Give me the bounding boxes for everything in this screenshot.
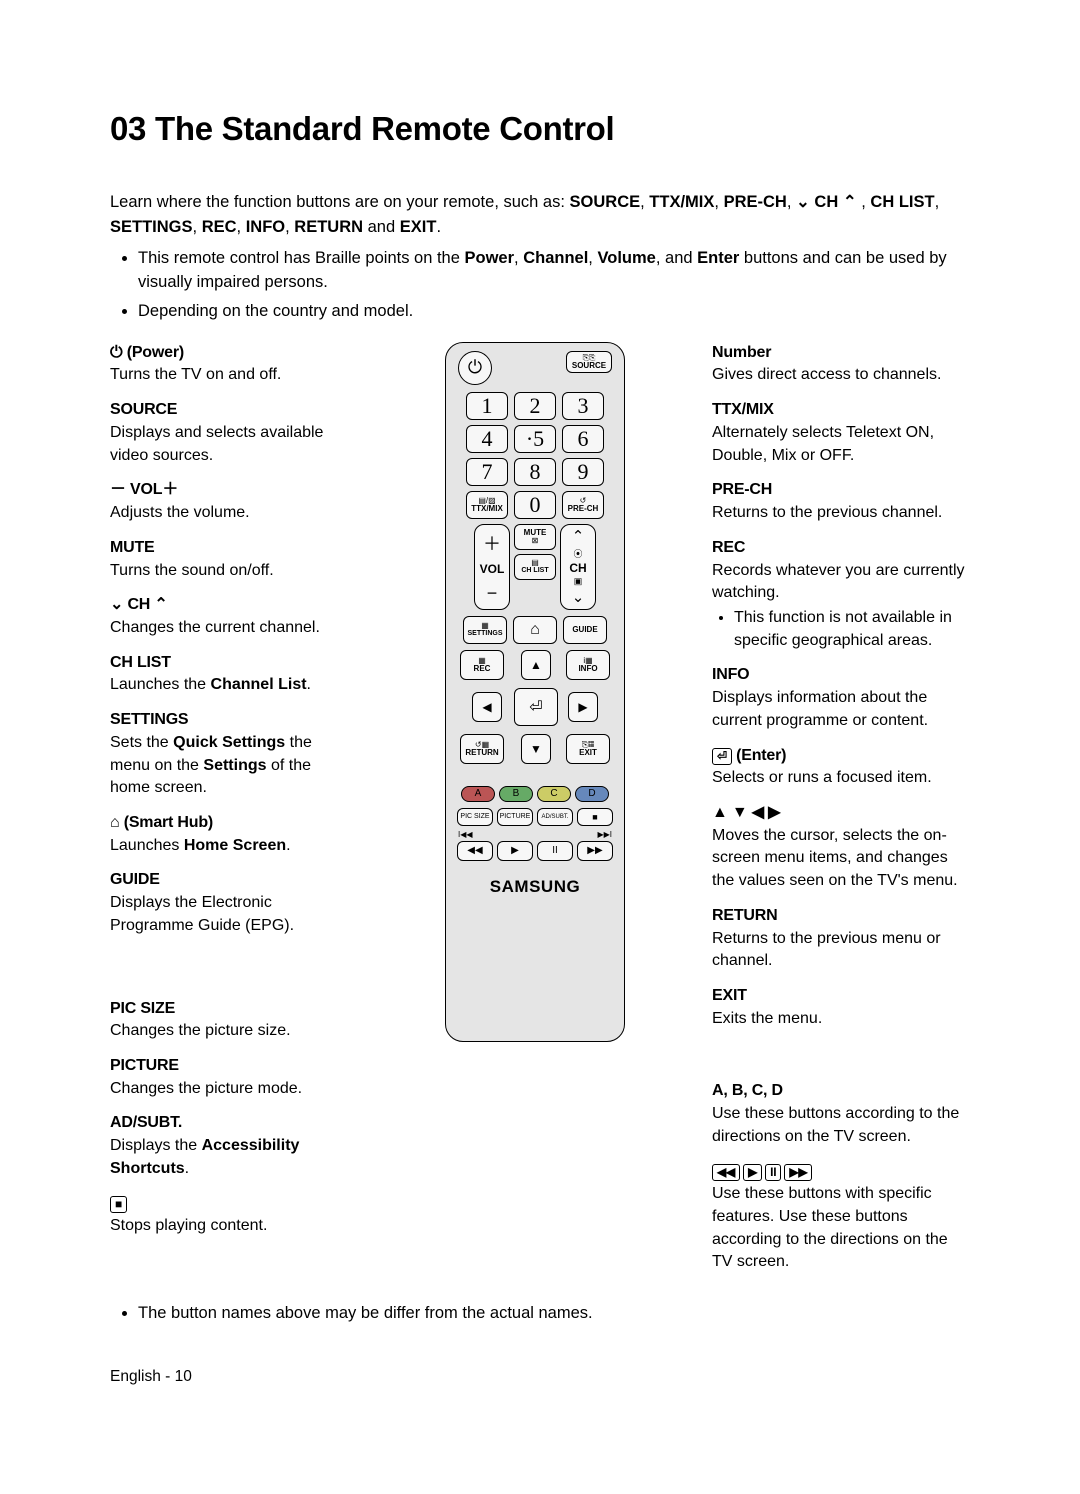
page-footer: English - 10 <box>110 1368 192 1386</box>
desc-entry: EXITExits the menu. <box>712 985 972 1030</box>
bottom-note: The button names above may be differ fro… <box>138 1304 972 1323</box>
settings-button: ▦SETTINGS <box>463 616 507 644</box>
nav-left: ◀ <box>472 692 502 722</box>
desc-entry: INFODisplays information about the curre… <box>712 664 972 732</box>
power-button: ⏻ <box>458 351 492 385</box>
desc-entry: ▲ ▼ ◀ ▶Moves the cursor, selects the on-… <box>712 802 972 893</box>
right-column: NumberGives direct access to channels. TT… <box>712 342 972 1286</box>
desc-entry: AD/SUBT.Displays the Accessibility Short… <box>110 1112 352 1180</box>
source-button: ⎘⎘SOURCE <box>566 351 612 373</box>
desc-entry: ⏎ (Enter)Selects or runs a focused item. <box>712 745 972 790</box>
left-column: ⏻ (Power)Turns the TV on and off. SOURCED… <box>110 342 360 1250</box>
exit-button: ⎘▦EXIT <box>566 734 610 764</box>
desc-entry: CH LISTLaunches the Channel List. <box>110 652 352 697</box>
intro-paragraph: Learn where the function buttons are on … <box>110 190 972 240</box>
desc-entry: PICTUREChanges the picture mode. <box>110 1055 352 1100</box>
desc-entry: GUIDEDisplays the Electronic Programme G… <box>110 869 352 937</box>
volume-rocker: ＋VOL− <box>474 524 510 610</box>
desc-entry: ⌂ (Smart Hub)Launches Home Screen. <box>110 812 352 857</box>
mute-button: MUTE⊠ <box>514 524 556 550</box>
desc-entry: PRE-CHReturns to the previous channel. <box>712 479 972 524</box>
enter-button: ⏎ <box>514 688 558 726</box>
page-title: 03 The Standard Remote Control <box>110 110 972 148</box>
desc-entry: ■Stops playing content. <box>110 1193 352 1238</box>
desc-entry: ⌄ CH ⌃Changes the current channel. <box>110 594 352 639</box>
desc-entry: SOURCEDisplays and selects available vid… <box>110 399 352 467</box>
nav-right: ▶ <box>568 692 598 722</box>
guide-button: GUIDE <box>563 616 607 644</box>
home-button: ⌂ <box>513 616 557 644</box>
desc-entry: NumberGives direct access to channels. <box>712 342 972 387</box>
info-button: i▦INFO <box>566 650 610 680</box>
intro-bullets: This remote control has Braille points o… <box>138 246 972 324</box>
ttxmix-button: ▤/▨TTX/MIX <box>466 491 508 519</box>
channel-rocker: ⌃⦿CH▣⌄ <box>560 524 596 610</box>
desc-entry: A, B, C, DUse these buttons according to… <box>712 1080 972 1148</box>
brand-logo: SAMSUNG <box>454 877 616 897</box>
desc-entry: RETURNReturns to the previous menu or ch… <box>712 905 972 973</box>
chlist-button: ▤CH LIST <box>514 554 556 580</box>
desc-entry: ◀◀▶II▶▶Use these buttons with specific f… <box>712 1161 972 1275</box>
desc-entry: PIC SIZEChanges the picture size. <box>110 998 352 1043</box>
desc-entry: TTX/MIXAlternately selects Teletext ON, … <box>712 399 972 467</box>
nav-down: ▼ <box>521 734 551 764</box>
desc-entry: RECRecords whatever you are currently wa… <box>712 537 972 653</box>
desc-entry: ⏻ (Power)Turns the TV on and off. <box>110 342 352 387</box>
desc-entry: － VOL＋Adjusts the volume. <box>110 479 352 524</box>
prech-button: ↺PRE-CH <box>562 491 604 519</box>
rec-button: ▦REC <box>460 650 504 680</box>
return-button: ↺▦RETURN <box>460 734 504 764</box>
desc-entry: SETTINGSSets the Quick Settings the menu… <box>110 709 352 800</box>
desc-entry: MUTETurns the sound on/off. <box>110 537 352 582</box>
nav-up: ▲ <box>521 650 551 680</box>
remote-diagram: ⏻ ⎘⎘SOURCE 123 4·56 789 ▤/▨TTX/MIX 0 ↺PR… <box>360 342 710 1042</box>
